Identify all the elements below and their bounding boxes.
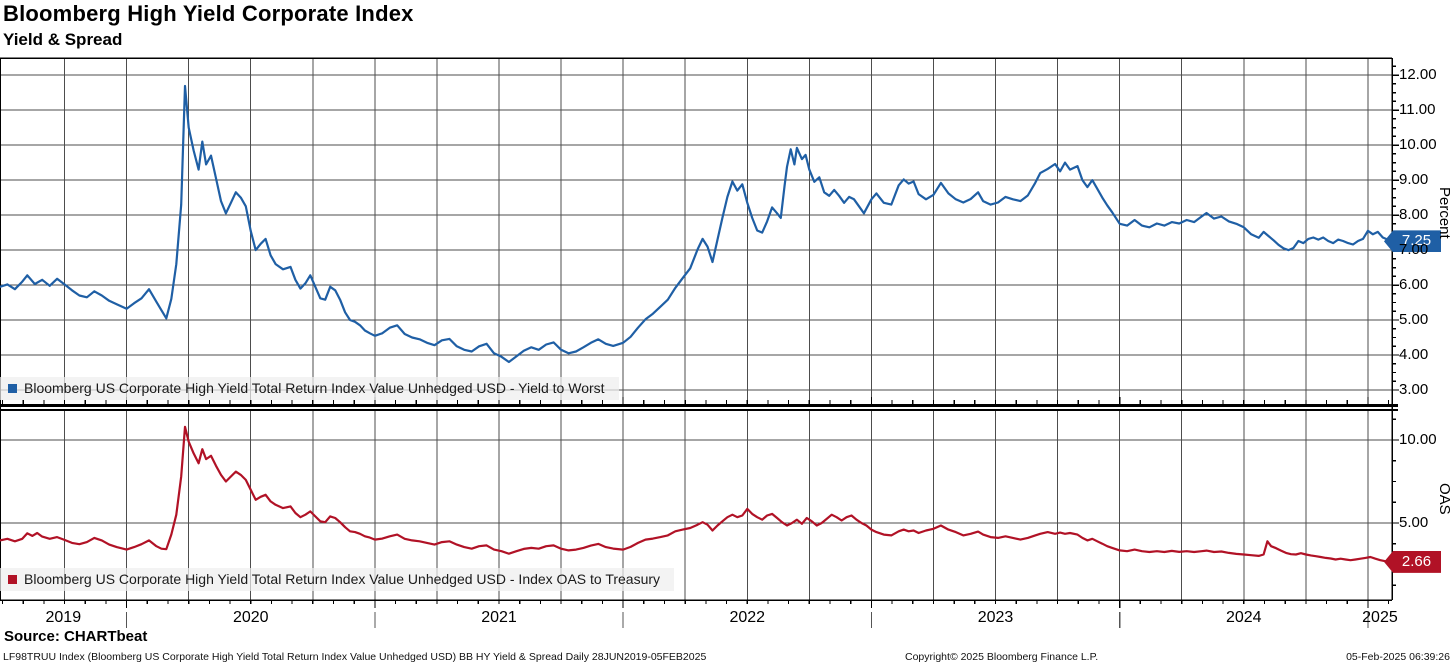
x-axis-year-label: 2020 (232, 609, 269, 626)
legend-oas: Bloomberg US Corporate High Yield Total … (0, 568, 675, 591)
page-title: Bloomberg High Yield Corporate Index (3, 1, 414, 26)
y-axis-title-oas: OAS (1436, 483, 1453, 515)
footer-copyright: Copyright© 2025 Bloomberg Finance L.P. (905, 651, 1099, 663)
y-tick-label: 6.00 (1399, 276, 1429, 294)
y-tick-label: 4.00 (1399, 346, 1429, 364)
yield-series-marker-icon (8, 383, 17, 393)
y-tick-label: 11.00 (1399, 101, 1436, 119)
y-tick-label: 12.00 (1399, 66, 1437, 84)
x-axis-year-label: 2021 (481, 609, 517, 626)
y-tick-label: 5.00 (1399, 514, 1429, 531)
legend-yield-label: Bloomberg US Corporate High Yield Total … (24, 380, 605, 396)
last-value-badge-yield: 7.25 (1384, 230, 1441, 253)
y-tick-label: 8.00 (1399, 206, 1429, 224)
y-tick-label: 5.00 (1399, 311, 1429, 329)
y-tick-label: 9.00 (1399, 171, 1429, 189)
y-tick-label: 3.00 (1399, 381, 1429, 398)
x-axis-year-label: 2022 (729, 609, 766, 626)
footer-timestamp: 05-Feb-2025 06:39:26 (1346, 651, 1450, 663)
y-axis-title-percent: Percent (1436, 187, 1453, 239)
page-subtitle: Yield & Spread (3, 30, 123, 49)
oas-series-marker-icon (8, 574, 17, 584)
last-value-badge-oas: 2.66 (1384, 550, 1441, 573)
source-line: Source: CHARTbeat (4, 628, 148, 645)
legend-yield: Bloomberg US Corporate High Yield Total … (0, 377, 619, 400)
x-axis-year-label: 2023 (977, 609, 1014, 626)
legend-oas-label: Bloomberg US Corporate High Yield Total … (24, 571, 661, 587)
footer-description: LF98TRUU Index (Bloomberg US Corporate H… (3, 651, 707, 663)
y-tick-label: 10.00 (1399, 431, 1437, 449)
x-axis-year-label: 2019 (45, 609, 82, 626)
x-axis-year-label: 2025 (1362, 609, 1398, 626)
y-tick-label: 7.00 (1399, 241, 1429, 259)
y-tick-label: 10.00 (1399, 136, 1437, 154)
x-axis-year-label: 2024 (1225, 609, 1262, 626)
